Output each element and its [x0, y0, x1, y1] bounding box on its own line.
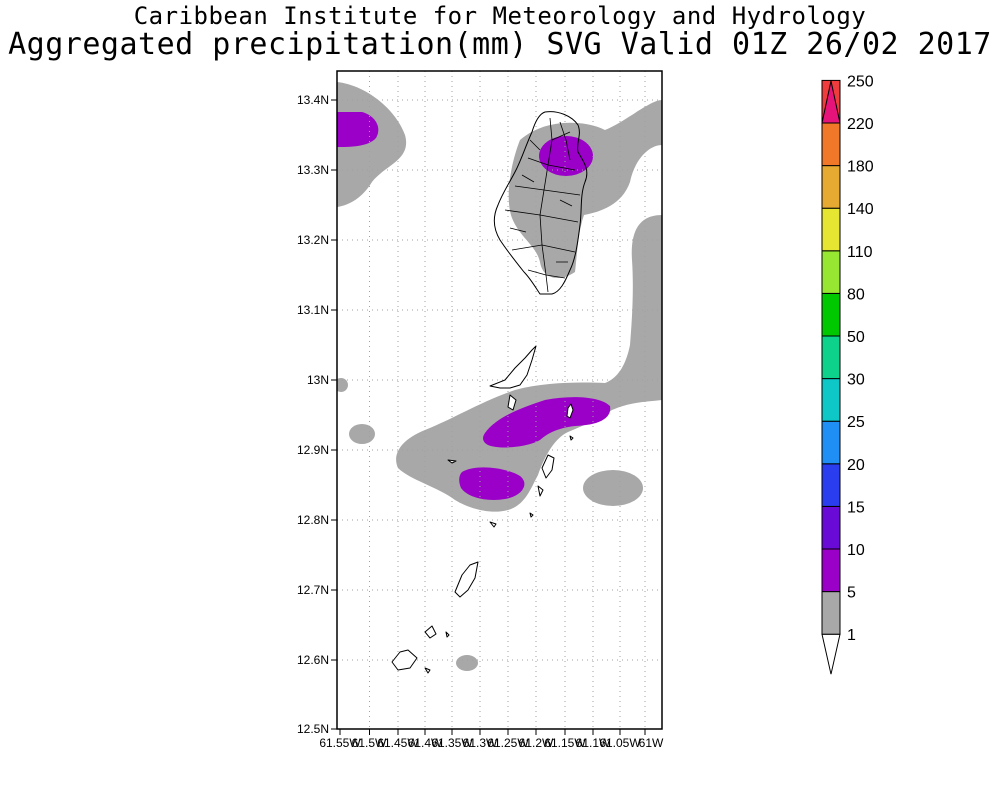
colorbar-label: 30 — [847, 372, 865, 389]
lon-axis — [339, 729, 646, 735]
island-union — [454, 561, 479, 598]
lon-tick-label: 61.4W — [408, 736, 443, 750]
colorbar-swatch — [821, 250, 841, 294]
map-frame — [336, 70, 663, 730]
chart-subtitle: Aggregated precipitation(mm) SVG Valid 0… — [8, 27, 992, 62]
island-small — [489, 521, 497, 528]
precip-area-1mm — [396, 215, 662, 512]
colorbar-label: 15 — [847, 499, 865, 516]
lat-tick-label: 12.7N — [297, 583, 329, 597]
lat-tick-label: 13.2N — [297, 233, 329, 247]
lat-tick-label: 12.9N — [297, 443, 329, 457]
colorbar-label: 80 — [847, 286, 865, 303]
colorbar-swatch — [821, 591, 841, 635]
lat-tick-label: 12.5N — [297, 722, 329, 736]
island-small — [537, 485, 544, 497]
colorbar-label: 250 — [847, 73, 874, 90]
colorbar-swatch — [821, 420, 841, 465]
precip-area-1mm — [456, 655, 478, 671]
lon-tick-label: 61.3W — [463, 736, 498, 750]
lat-tick-label: 13.1N — [297, 303, 329, 317]
island-small — [507, 394, 517, 411]
lon-tick-label: 61.45W — [377, 736, 419, 750]
island-small — [529, 512, 534, 518]
coastlines — [391, 111, 588, 674]
island-small — [445, 631, 450, 638]
colorbar-label: 5 — [847, 585, 856, 602]
colorbar-swatch — [821, 335, 841, 380]
island-carriacou — [391, 649, 418, 671]
precip-area-1mm — [337, 378, 348, 392]
colorbar-label: 20 — [847, 457, 865, 474]
colorbar-label: 140 — [847, 201, 874, 218]
island-small — [424, 667, 431, 674]
colorbar-lower-arrow — [821, 633, 841, 675]
colorbar-swatch — [821, 122, 841, 167]
colorbar-label: 180 — [847, 159, 874, 176]
colorbar-label: 50 — [847, 329, 865, 346]
colorbar-swatch — [821, 548, 841, 593]
islands-grenadines — [391, 345, 574, 674]
lat-tick-label: 12.8N — [297, 513, 329, 527]
island-canouan — [541, 454, 555, 479]
precip-area-1mm — [583, 470, 643, 506]
gridlines — [337, 71, 662, 729]
island-small — [424, 625, 437, 639]
colorbar-upper-arrow — [821, 80, 841, 124]
lat-tick-label: 13N — [307, 373, 329, 387]
colorbar-swatch — [821, 207, 841, 252]
lon-tick-label: 61W — [639, 736, 664, 750]
lat-tick-label: 12.6N — [297, 653, 329, 667]
colorbar-label: 1 — [847, 627, 856, 644]
colorbar-swatch — [821, 292, 841, 337]
lon-tick-label: 61.1W — [576, 736, 611, 750]
lon-tick-label: 61.55W — [319, 736, 361, 750]
colorbar-swatch — [821, 378, 841, 422]
lon-tick-label: 61.15W — [544, 736, 586, 750]
lon-tick-label: 61.5W — [352, 736, 387, 750]
chart-title: Caribbean Institute for Meteorology and … — [133, 2, 867, 30]
lat-tick-labels: 13.4N 13.3N 13.2N 13.1N 13N 12.9N 12.8N … — [297, 93, 329, 736]
lon-tick-label: 61.35W — [431, 736, 473, 750]
colorbar-swatch — [821, 165, 841, 209]
lat-tick-label: 13.4N — [297, 93, 329, 107]
lon-tick-label: 61.25W — [487, 736, 529, 750]
lat-axis — [331, 99, 337, 730]
lon-tick-label: 61.05W — [599, 736, 641, 750]
colorbar-label: 110 — [847, 244, 873, 261]
precip-area-5mm — [337, 112, 379, 147]
colorbar-label: 220 — [847, 116, 874, 133]
colorbar-swatch — [821, 463, 841, 507]
island-bequia — [489, 345, 537, 389]
island-mustique — [566, 403, 574, 419]
island-small — [569, 435, 574, 441]
lat-tick-label: 13.3N — [297, 163, 329, 177]
island-drainage — [504, 117, 581, 293]
precip-area-1mm — [349, 424, 375, 444]
precip-shading — [337, 82, 662, 671]
colorbar-label: 10 — [847, 542, 865, 559]
lon-tick-labels: 61.55W 61.5W 61.45W 61.4W 61.35W 61.3W 6… — [319, 736, 664, 750]
colorbar-label: 25 — [847, 414, 865, 431]
island-st-vincent — [493, 111, 588, 295]
colorbar-swatch — [821, 505, 841, 550]
lon-tick-label: 61.2W — [519, 736, 554, 750]
island-small — [447, 459, 457, 464]
precip-area-5mm — [483, 397, 611, 448]
